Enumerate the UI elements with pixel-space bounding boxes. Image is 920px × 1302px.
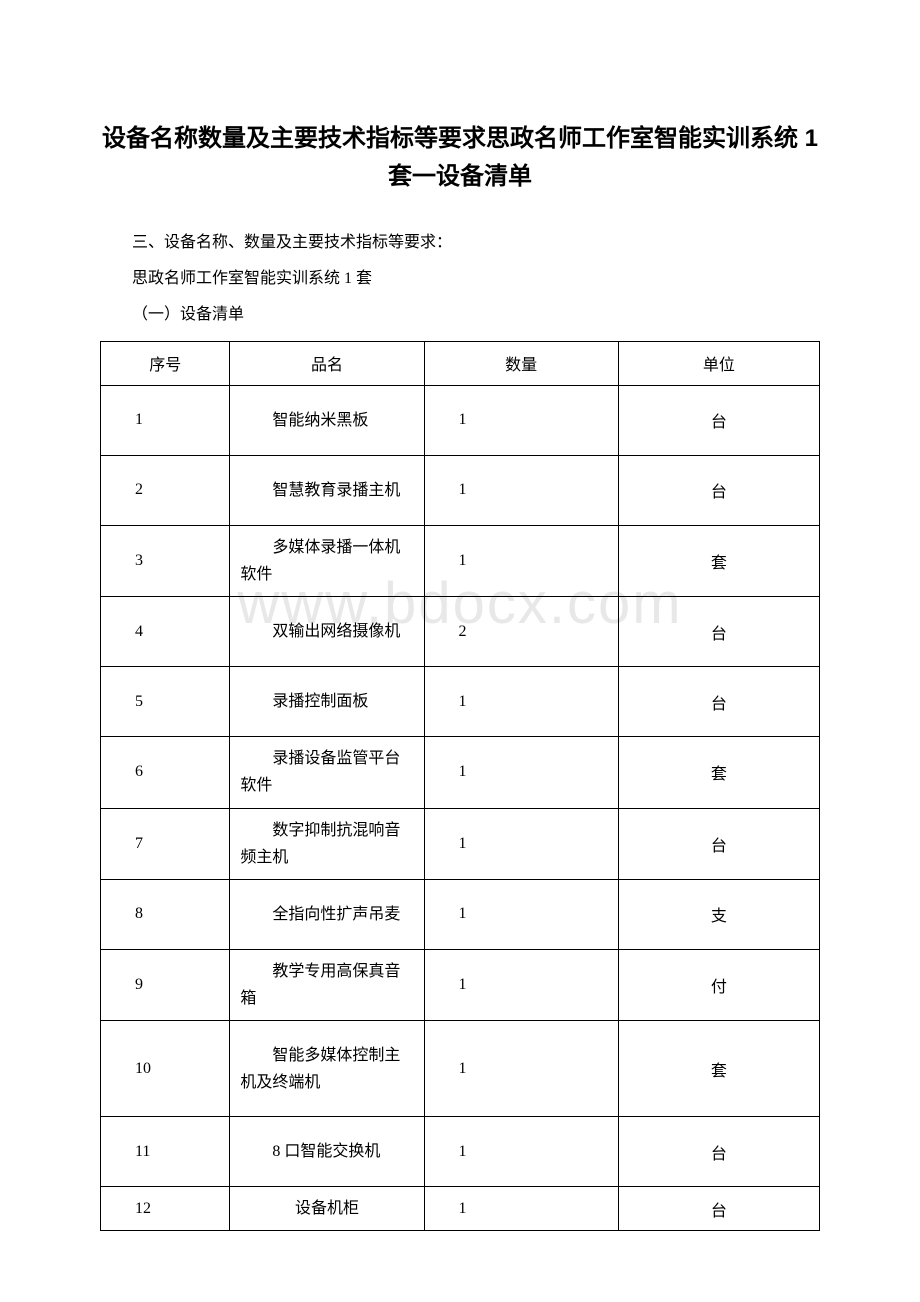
cell-num: 10 [101,1021,230,1117]
cell-unit: 台 [618,385,819,455]
cell-qty: 1 [424,949,618,1020]
table-row: 12设备机柜1台 [101,1187,820,1231]
cell-unit: 支 [618,879,819,949]
table-row: 7数字抑制抗混响音频主机1台 [101,808,820,879]
cell-name: 录播控制面板 [230,667,424,737]
cell-name: 设备机柜 [230,1187,424,1231]
table-row: 6录播设备监管平台软件1套 [101,737,820,808]
header-num: 序号 [101,341,230,385]
header-name: 品名 [230,341,424,385]
cell-num: 7 [101,808,230,879]
cell-num: 2 [101,455,230,525]
cell-unit: 套 [618,525,819,596]
table-body: 1智能纳米黑板1台2智慧教育录播主机1台3多媒体录播一体机软件1套4双输出网络摄… [101,385,820,1231]
cell-name: 全指向性扩声吊麦 [230,879,424,949]
cell-name: 智能多媒体控制主机及终端机 [230,1021,424,1117]
cell-qty: 1 [424,385,618,455]
cell-qty: 1 [424,879,618,949]
cell-unit: 台 [618,597,819,667]
cell-name: 智慧教育录播主机 [230,455,424,525]
table-row: 118 口智能交换机1台 [101,1117,820,1187]
table-row: 4双输出网络摄像机2台 [101,597,820,667]
cell-qty: 1 [424,1187,618,1231]
cell-num: 1 [101,385,230,455]
cell-name: 智能纳米黑板 [230,385,424,455]
cell-unit: 台 [618,455,819,525]
cell-num: 8 [101,879,230,949]
table-header-row: 序号 品名 数量 单位 [101,341,820,385]
cell-unit: 台 [618,667,819,737]
cell-num: 6 [101,737,230,808]
table-row: 3多媒体录播一体机软件1套 [101,525,820,596]
cell-unit: 套 [618,1021,819,1117]
cell-qty: 1 [424,525,618,596]
table-row: 1智能纳米黑板1台 [101,385,820,455]
header-qty: 数量 [424,341,618,385]
table-row: 8全指向性扩声吊麦1支 [101,879,820,949]
cell-unit: 台 [618,1187,819,1231]
cell-qty: 1 [424,1021,618,1117]
cell-name: 录播设备监管平台软件 [230,737,424,808]
cell-qty: 1 [424,455,618,525]
cell-num: 9 [101,949,230,1020]
table-row: 5录播控制面板1台 [101,667,820,737]
cell-num: 5 [101,667,230,737]
cell-name: 8 口智能交换机 [230,1117,424,1187]
equipment-table: 序号 品名 数量 单位 1智能纳米黑板1台2智慧教育录播主机1台3多媒体录播一体… [100,341,820,1232]
cell-qty: 1 [424,1117,618,1187]
cell-num: 3 [101,525,230,596]
header-unit: 单位 [618,341,819,385]
cell-name: 数字抑制抗混响音频主机 [230,808,424,879]
cell-unit: 台 [618,808,819,879]
cell-qty: 1 [424,667,618,737]
cell-num: 4 [101,597,230,667]
cell-unit: 付 [618,949,819,1020]
cell-name: 多媒体录播一体机软件 [230,525,424,596]
table-row: 10智能多媒体控制主机及终端机1套 [101,1021,820,1117]
table-row: 2智慧教育录播主机1台 [101,455,820,525]
document-title: 设备名称数量及主要技术指标等要求思政名师工作室智能实训系统 1 套一设备清单 [100,120,820,197]
cell-qty: 2 [424,597,618,667]
section-label: （一）设备清单 [100,299,820,331]
paragraph-1: 三、设备名称、数量及主要技术指标等要求： [100,227,820,259]
table-row: 9教学专用高保真音箱1付 [101,949,820,1020]
cell-name: 教学专用高保真音箱 [230,949,424,1020]
cell-unit: 台 [618,1117,819,1187]
cell-num: 11 [101,1117,230,1187]
cell-qty: 1 [424,808,618,879]
cell-name: 双输出网络摄像机 [230,597,424,667]
paragraph-2: 思政名师工作室智能实训系统 1 套 [100,263,820,295]
cell-num: 12 [101,1187,230,1231]
cell-qty: 1 [424,737,618,808]
cell-unit: 套 [618,737,819,808]
